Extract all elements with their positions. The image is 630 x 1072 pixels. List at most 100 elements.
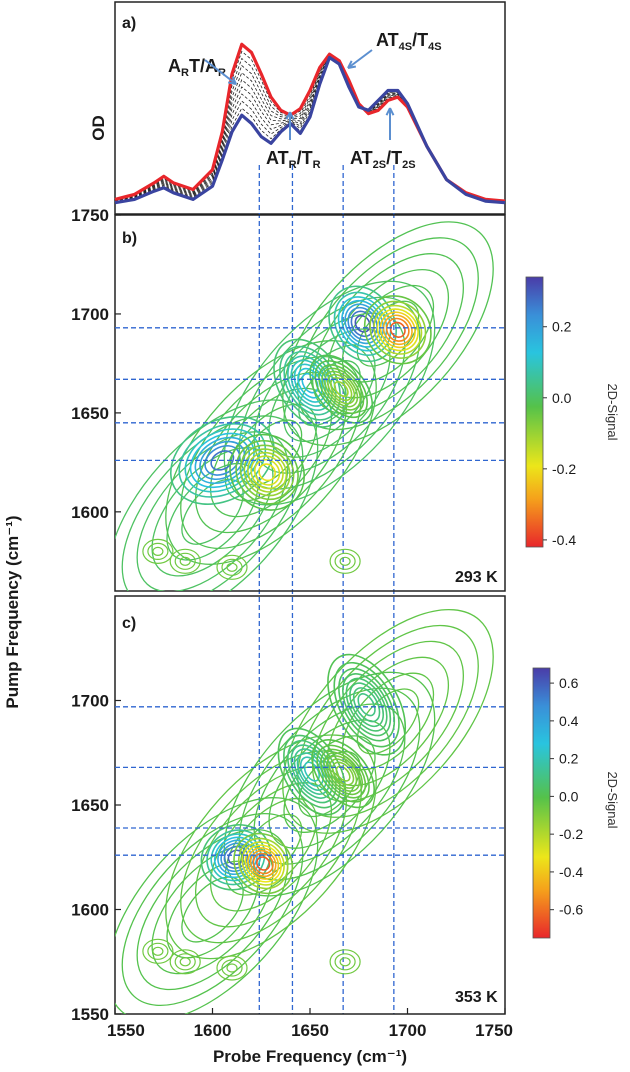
negative-peak-contour bbox=[373, 304, 423, 355]
baseline-contour bbox=[195, 371, 347, 534]
island-contour bbox=[179, 556, 191, 566]
negative-peak-contour bbox=[311, 739, 375, 809]
y-tick-label: 1600 bbox=[71, 503, 109, 522]
positive-peak-contour bbox=[169, 415, 275, 505]
negative-peak-contour bbox=[318, 364, 365, 415]
peak-annotation-label: AT2S/T2S bbox=[350, 148, 416, 171]
negative-peak-contour bbox=[335, 765, 351, 782]
baseline-contour bbox=[312, 253, 464, 415]
negative-peak-contour bbox=[327, 373, 356, 405]
panel-b: b) 293 K 1750 1700 1650 1600 0.2 0.0 -0.2 -0.4… bbox=[71, 206, 620, 592]
positive-peak-contour bbox=[204, 444, 241, 476]
island-contour bbox=[216, 955, 248, 981]
colorbar-tick-label: 0.0 bbox=[559, 788, 579, 804]
red-trace bbox=[114, 42, 506, 203]
negative-peak-contour bbox=[237, 837, 289, 890]
island-contour bbox=[221, 959, 243, 977]
panel-c-temperature: 353 K bbox=[455, 989, 498, 1006]
positive-peak-contour bbox=[277, 727, 347, 816]
panel-c-contours bbox=[115, 608, 494, 1014]
baseline-contour bbox=[180, 355, 362, 550]
negative-peak-contour bbox=[376, 308, 419, 352]
baseline-contour bbox=[115, 399, 319, 591]
panel-b-guides bbox=[115, 327, 505, 462]
baseline-contour bbox=[209, 387, 333, 518]
colorbar-tick-label: -0.2 bbox=[552, 461, 576, 477]
positive-peak-contour bbox=[333, 661, 400, 748]
x-tick-label: 1750 bbox=[475, 1021, 513, 1040]
od-axis-label: OD bbox=[89, 115, 108, 141]
negative-peak-contour bbox=[241, 841, 285, 886]
panel-b-frame bbox=[114, 214, 506, 592]
panel-c-x-ticks: 1550 1600 1650 1700 1750 bbox=[107, 1008, 513, 1040]
colorbar-c-ticks: 0.6 0.4 0.2 0.0 -0.2 -0.4 -0.6 bbox=[550, 675, 583, 918]
colorbar-tick-label: -0.2 bbox=[559, 826, 583, 842]
pump-frequency-axis-label: Pump Frequency (cm⁻¹) bbox=[3, 515, 22, 708]
intermediate-trace bbox=[114, 54, 506, 203]
baseline-contour bbox=[282, 221, 494, 447]
colorbar-b-ticks: 0.2 0.0 -0.2 -0.4 bbox=[543, 319, 576, 548]
negative-peak-contour bbox=[323, 752, 364, 796]
colorbar-b bbox=[525, 276, 544, 548]
colorbar-tick-label: -0.4 bbox=[559, 864, 583, 880]
x-tick-label: 1550 bbox=[107, 1021, 145, 1040]
panel-a-tag: a) bbox=[122, 15, 136, 32]
island-contour bbox=[179, 957, 191, 967]
positive-peak-contour bbox=[273, 338, 347, 428]
colorbar-tick-label: -0.6 bbox=[559, 902, 583, 918]
positive-peak-contour bbox=[287, 739, 337, 804]
positive-peak-contour bbox=[296, 752, 328, 791]
island-contour bbox=[226, 562, 238, 572]
negative-peak-contour bbox=[244, 844, 282, 883]
negative-peak-contour bbox=[229, 433, 305, 511]
island-contour bbox=[174, 953, 196, 971]
negative-peak-contour bbox=[363, 295, 432, 365]
negative-peak-contour bbox=[389, 321, 406, 338]
negative-peak-contour bbox=[320, 748, 367, 799]
annotation-arrow-head bbox=[227, 76, 237, 85]
island-contour bbox=[216, 554, 248, 580]
y-tick-label: 1600 bbox=[71, 901, 109, 920]
y-tick-label: 1550 bbox=[71, 1005, 109, 1024]
negative-peak-contour bbox=[379, 311, 416, 349]
baseline-contour bbox=[223, 671, 436, 897]
colorbar-c-title: 2D-Signal bbox=[605, 771, 620, 828]
intermediate-trace bbox=[114, 55, 506, 203]
peak-annotations: ART/AR AT4S/T4S ATR/TR AT2S/T2S bbox=[168, 30, 442, 171]
baseline-contour bbox=[195, 766, 347, 928]
probe-frequency-axis-label: Probe Frequency (cm⁻¹) bbox=[213, 1047, 407, 1066]
positive-peak-contour bbox=[341, 299, 385, 348]
positive-peak-contour bbox=[184, 428, 261, 493]
negative-peak-contour bbox=[333, 381, 349, 398]
positive-peak-contour bbox=[345, 677, 388, 732]
baseline-contour bbox=[165, 734, 377, 960]
peak-annotation-label: AT4S/T4S bbox=[376, 30, 442, 53]
positive-peak-contour bbox=[357, 693, 376, 717]
negative-peak-contour bbox=[316, 744, 370, 803]
island-contour bbox=[334, 953, 356, 971]
island-contour bbox=[169, 548, 201, 574]
y-tick-label: 1650 bbox=[71, 404, 109, 423]
negative-peak-contour bbox=[253, 458, 281, 486]
od-traces bbox=[114, 42, 506, 1014]
intermediate-trace bbox=[114, 55, 506, 203]
positive-peak-contour bbox=[327, 653, 407, 756]
x-tick-label: 1650 bbox=[291, 1021, 329, 1040]
colorbar-tick-label: 0.0 bbox=[552, 390, 572, 406]
positive-peak-contour bbox=[303, 761, 320, 782]
negative-peak-contour bbox=[235, 439, 299, 505]
annotation-arrow bbox=[204, 59, 237, 85]
positive-peak-contour bbox=[279, 345, 341, 421]
negative-peak-contour bbox=[314, 360, 368, 419]
baseline-contour bbox=[312, 640, 464, 803]
positive-peak-contour bbox=[338, 667, 396, 742]
y-tick-label: 1700 bbox=[71, 305, 109, 324]
positive-peak-contour bbox=[337, 296, 388, 352]
island-contour bbox=[226, 963, 238, 973]
negative-peak-contour bbox=[243, 448, 291, 497]
island-contour bbox=[329, 949, 361, 975]
positive-peak-contour bbox=[328, 285, 397, 363]
baseline-contour bbox=[223, 280, 436, 506]
